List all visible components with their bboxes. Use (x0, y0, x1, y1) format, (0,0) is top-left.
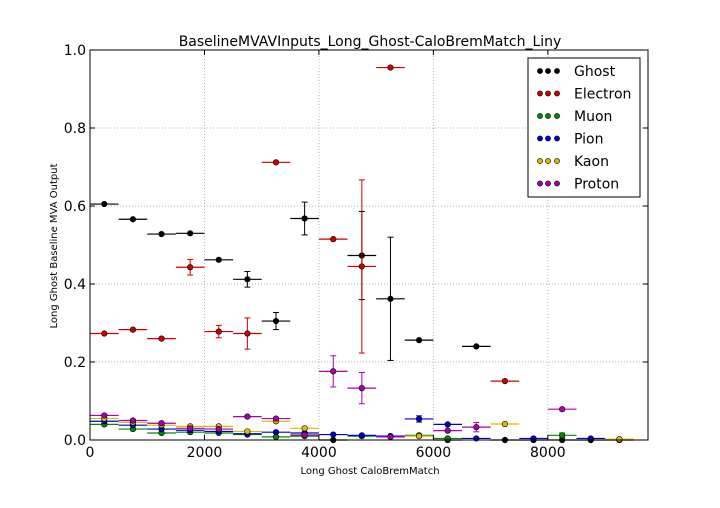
data-point (330, 368, 337, 375)
data-point (473, 424, 480, 431)
data-point (358, 385, 365, 392)
legend-marker (554, 180, 560, 187)
legend-marker (537, 180, 543, 187)
x-tick-label: 4000 (301, 445, 337, 461)
data-point (415, 415, 423, 423)
x-tick-label: 8000 (530, 445, 566, 461)
grid (90, 50, 648, 440)
legend-marker (537, 68, 543, 74)
data-point (187, 230, 194, 237)
data-point (244, 276, 251, 283)
legend-label: Ghost (574, 64, 616, 80)
legend-marker (545, 90, 551, 97)
data-point (158, 230, 165, 238)
data-point (330, 236, 337, 243)
data-point (559, 432, 566, 439)
data-point (129, 326, 137, 333)
legend-marker (554, 158, 560, 164)
plot-frame (89, 49, 649, 441)
data-point (301, 431, 308, 439)
data-point (187, 264, 194, 271)
y-tick-label: 1.0 (64, 43, 86, 59)
data-point (387, 295, 394, 302)
y-tick-label: 0.0 (64, 433, 86, 449)
y-axis-label: Long Ghost Baseline MVA Output (49, 163, 60, 328)
legend-label: Proton (574, 177, 619, 193)
series-electron (90, 64, 520, 385)
data-point (244, 330, 251, 337)
data-point (473, 343, 480, 350)
legend-marker (537, 158, 543, 164)
y-tick-label: 0.6 (64, 199, 86, 215)
legend-marker (537, 90, 543, 97)
y-tick-label: 0.8 (64, 121, 86, 137)
data-point (215, 328, 222, 335)
axis-ticks: 0 2000 4000 6000 8000 0.0 0.2 0.4 0.6 0.8 1.0 (64, 43, 648, 461)
data-point (272, 317, 280, 325)
data-point (272, 429, 280, 436)
legend-label: Kaon (574, 154, 609, 170)
legend-label: Pion (574, 132, 603, 148)
data-point (215, 256, 222, 263)
x-axis-label: Long Ghost CaloBremMatch (300, 466, 439, 477)
data-point (330, 431, 337, 438)
data-point (101, 200, 108, 208)
data-series (90, 64, 634, 444)
data-point (616, 436, 623, 443)
y-tick-label: 0.2 (64, 355, 86, 371)
legend-marker (545, 135, 551, 142)
x-tick-label: 2000 (187, 445, 223, 461)
data-point (158, 420, 165, 427)
x-tick-label: 6000 (416, 445, 452, 461)
legend-marker (545, 68, 551, 74)
legend-marker (537, 113, 543, 119)
data-point (301, 425, 308, 432)
legend-marker (545, 180, 551, 187)
data-point (187, 425, 194, 432)
data-point (129, 417, 137, 424)
legend-marker (545, 113, 551, 119)
data-point (559, 406, 566, 413)
data-point (158, 335, 165, 342)
legend-marker (554, 135, 560, 142)
data-point (101, 330, 108, 337)
data-point (101, 412, 108, 419)
data-point (387, 64, 394, 71)
data-point (387, 433, 394, 440)
legend-label: Muon (574, 109, 612, 125)
x-tick-label: 0 (86, 445, 95, 461)
series-pion (90, 415, 606, 442)
y-tick-label: 0.4 (64, 277, 86, 293)
data-point (415, 433, 423, 440)
data-point (415, 337, 423, 344)
data-point (358, 432, 365, 439)
data-point (444, 427, 451, 434)
data-point (129, 216, 137, 223)
data-point (244, 428, 251, 435)
legend: Ghost Electron Muon Pion Kaon Proton (527, 57, 641, 198)
data-point (244, 413, 251, 420)
legend-marker (537, 135, 543, 142)
data-point (501, 378, 509, 385)
data-point (215, 425, 222, 433)
legend-marker (554, 68, 560, 74)
legend-marker (554, 90, 560, 97)
data-point (272, 159, 280, 166)
legend-marker (554, 113, 560, 119)
legend-marker (545, 158, 551, 164)
legend-box (527, 57, 641, 198)
data-point (272, 415, 280, 422)
data-point (301, 215, 308, 222)
legend-label: Electron (574, 87, 631, 103)
data-point (501, 420, 509, 428)
data-point (444, 421, 451, 428)
chart-title: BaselineMVAVInputs_Long_Ghost-CaloBremMa… (179, 34, 562, 50)
data-point (358, 263, 365, 270)
